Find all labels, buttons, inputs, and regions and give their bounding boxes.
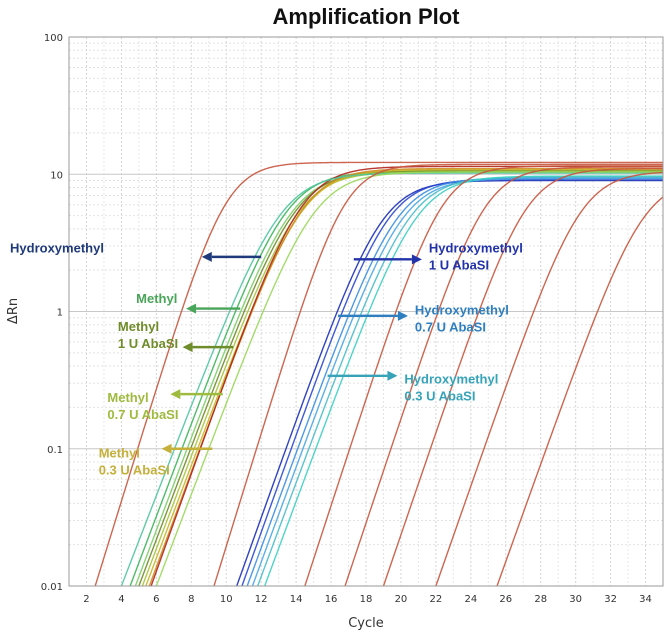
methyl-annotation: Methyl [136,291,241,314]
series-line [155,171,663,586]
annotation-label: Methyl [107,390,148,405]
x-tick-label: 30 [569,594,582,605]
series-group [94,161,663,586]
x-tick-label: 24 [464,594,477,605]
annotation-arrowhead [186,303,197,314]
x-tick-label: 28 [534,594,547,605]
tick-labels: 2 4 6 8 10 12 14 16 18 20 22 24 26 28 30 32 340.010.1110… [41,33,652,605]
x-tick-label: 4 [118,594,124,605]
x-tick-label: 18 [360,594,373,605]
annotation-label: Hydroxymethyl [10,240,104,255]
hydroxymethyl-03u-abasi-annotation: Hydroxymethyl 0.3 U AbaSI [327,370,498,403]
annotation-arrowhead [387,370,398,381]
y-axis-label: ΔRn [6,298,21,324]
annotation-label: Methyl [99,446,140,461]
annotation-label: 0.7 U AbaSI [107,407,178,422]
series-line [94,161,663,586]
methyl-1u-abasi-annotation: Methyl 1 U AbaSI [118,319,234,353]
annotation-arrowhead [397,310,408,321]
series-line [496,196,663,586]
annotation-label: Hydroxymethyl [404,371,498,386]
x-tick-label: 34 [639,594,652,605]
series-line [382,167,663,586]
series-line [304,165,663,586]
annotation-label: Hydroxymethyl [429,240,523,255]
series-line [263,175,663,586]
series-line [344,166,663,586]
annotation-arrowhead [182,342,193,353]
y-tick-label: 1 [57,308,63,319]
x-tick-label: 14 [290,594,303,605]
x-tick-label: 26 [499,594,512,605]
x-tick-label: 12 [255,594,268,605]
annotation-arrowhead [201,251,212,262]
hydroxymethyl-annotation: Hydroxymethyl [10,240,262,262]
annotation-label: Methyl [136,291,177,306]
annotation-arrowhead [170,389,181,400]
x-axis-label: Cycle [348,616,384,631]
annotation-label: 1 U AbaSI [429,257,489,272]
y-tick-label: 0.1 [47,445,63,456]
methyl-03u-abasi-annotation: Methyl 0.3 U AbaSI [99,443,213,478]
annotation-label: 0.3 U AbaSI [99,463,170,478]
annotation-label: Methyl [118,319,159,334]
x-tick-label: 22 [430,594,443,605]
annotation-label: 1 U AbaSI [118,336,178,351]
hydroxymethyl-1u-abasi-annotation: Hydroxymethyl 1 U AbaSI [353,240,523,272]
x-tick-label: 8 [188,594,194,605]
series-line [235,179,663,586]
series-line [213,163,663,586]
x-tick-label: 2 [83,594,89,605]
annotation-label: 0.7 U AbaSI [415,320,486,335]
series-line [435,171,663,586]
x-tick-label: 16 [325,594,338,605]
annotation-arrowhead [161,443,172,454]
x-tick-label: 6 [153,594,159,605]
series-line [145,168,663,586]
series-line [120,172,663,586]
annotation-arrowhead [411,254,422,265]
annotation-label: Hydroxymethyl [415,303,509,318]
x-tick-label: 20 [395,594,408,605]
y-tick-label: 0.01 [41,582,63,593]
chart-title: Amplification Plot [273,4,461,29]
methyl-07u-abasi-annotation: Methyl 0.7 U AbaSI [107,389,223,422]
plot-frame [68,36,664,587]
annotation-label: 0.3 U AbaSI [404,388,475,403]
x-tick-label: 32 [604,594,617,605]
series-line [251,177,663,586]
x-tick-label: 10 [220,594,233,605]
y-tick-label: 10 [50,170,63,181]
y-tick-label: 100 [44,33,63,44]
hydroxymethyl-07u-abasi-annotation: Hydroxymethyl 0.7 U AbaSI [338,303,509,335]
